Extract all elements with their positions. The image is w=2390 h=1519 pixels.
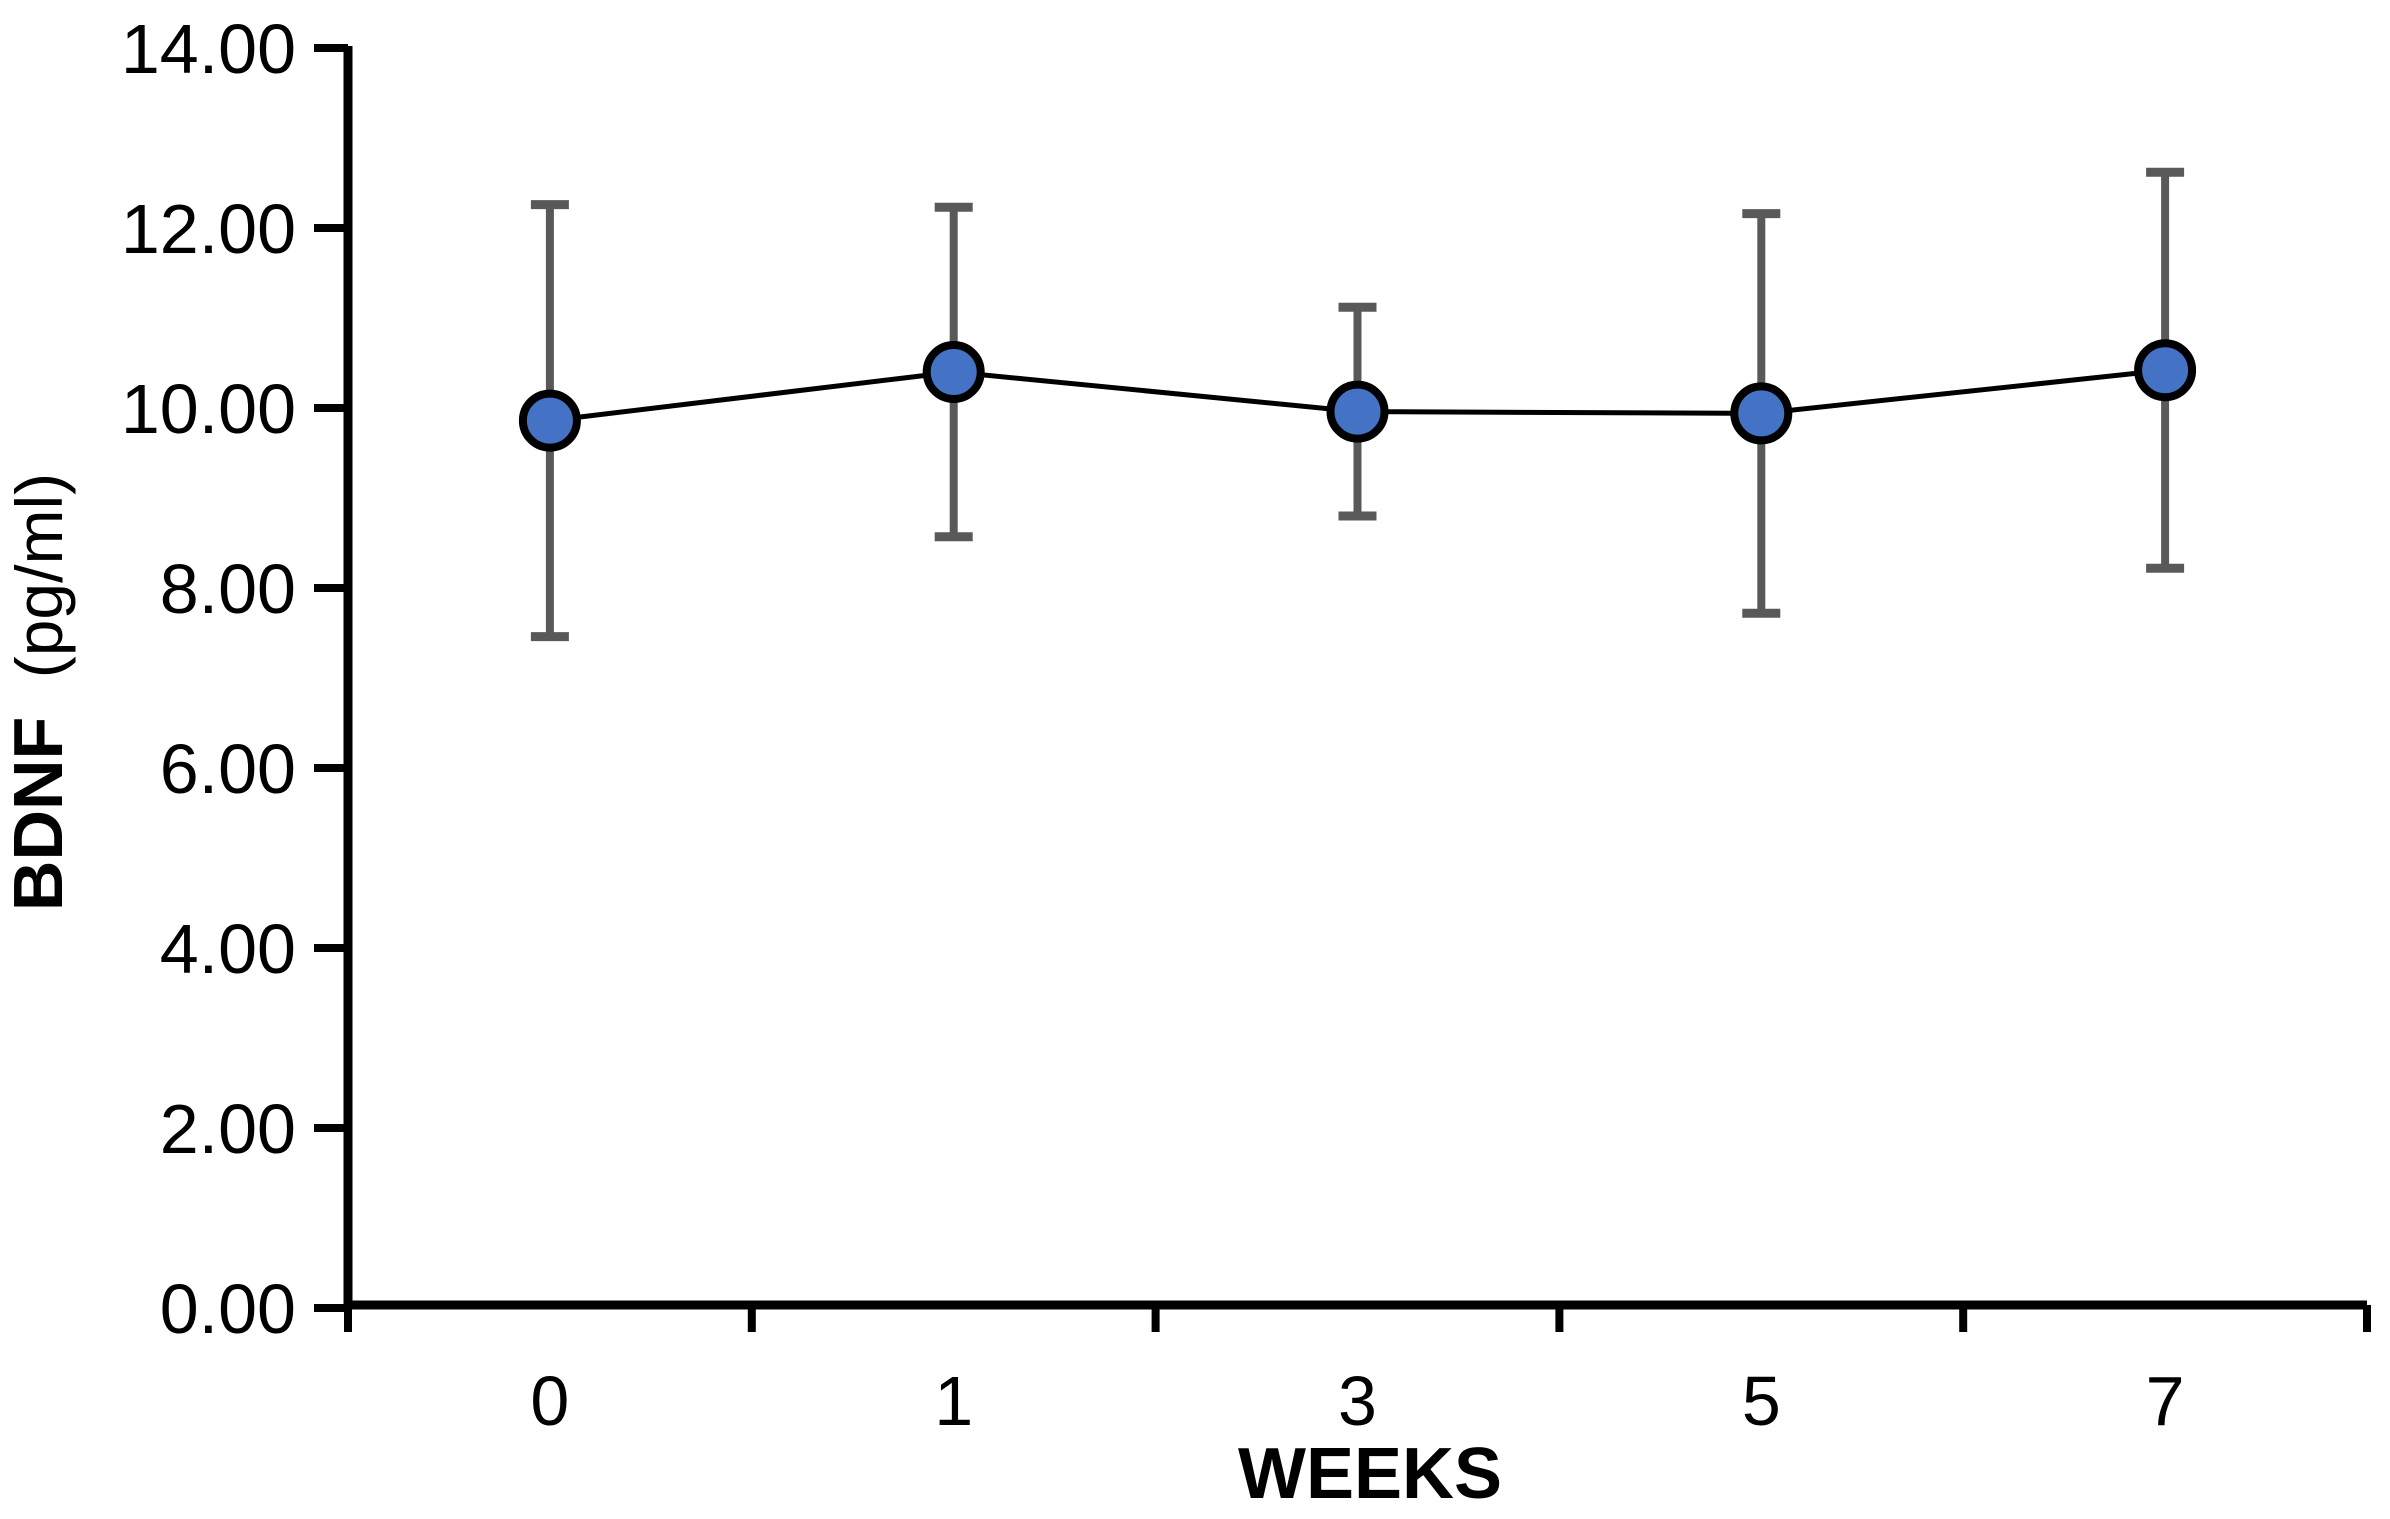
data-point-marker xyxy=(2134,339,2197,402)
data-point-marker xyxy=(1326,380,1389,443)
data-point-marker xyxy=(1730,382,1793,445)
data-point-marker xyxy=(922,341,985,403)
y-axis-tick-label: 12.00 xyxy=(121,190,296,268)
x-axis-tick-label: 1 xyxy=(934,1362,973,1440)
y-axis-title-unit: (pg/ml) xyxy=(2,473,76,678)
y-axis-title-main: BDNF xyxy=(0,717,77,911)
x-axis-tick-label: 5 xyxy=(1742,1362,1781,1440)
y-axis-title: BDNF (pg/ml) xyxy=(0,473,77,911)
data-point-marker xyxy=(518,389,581,452)
y-axis-tick-label: 4.00 xyxy=(160,910,296,988)
y-axis-tick-label: 14.00 xyxy=(121,10,296,88)
y-axis-tick-label: 0.00 xyxy=(160,1270,296,1348)
y-axis-tick-label: 6.00 xyxy=(160,730,296,808)
x-axis-title: WEEKS xyxy=(1238,1434,1502,1514)
y-axis-tick-label: 10.00 xyxy=(121,370,296,448)
x-axis-tick-label: 3 xyxy=(1338,1362,1377,1440)
plot-area: 0.00 2.00 4.00 6.00 8.00 10.00 12.00 14.00 0 1 3 5 7 xyxy=(121,10,2371,1440)
y-axis-tick-label: 8.00 xyxy=(160,550,296,628)
y-axis-tick-label: 2.00 xyxy=(160,1090,296,1168)
x-axis-tick-label: 0 xyxy=(530,1362,569,1440)
x-axis-tick-label: 7 xyxy=(2146,1362,2185,1440)
